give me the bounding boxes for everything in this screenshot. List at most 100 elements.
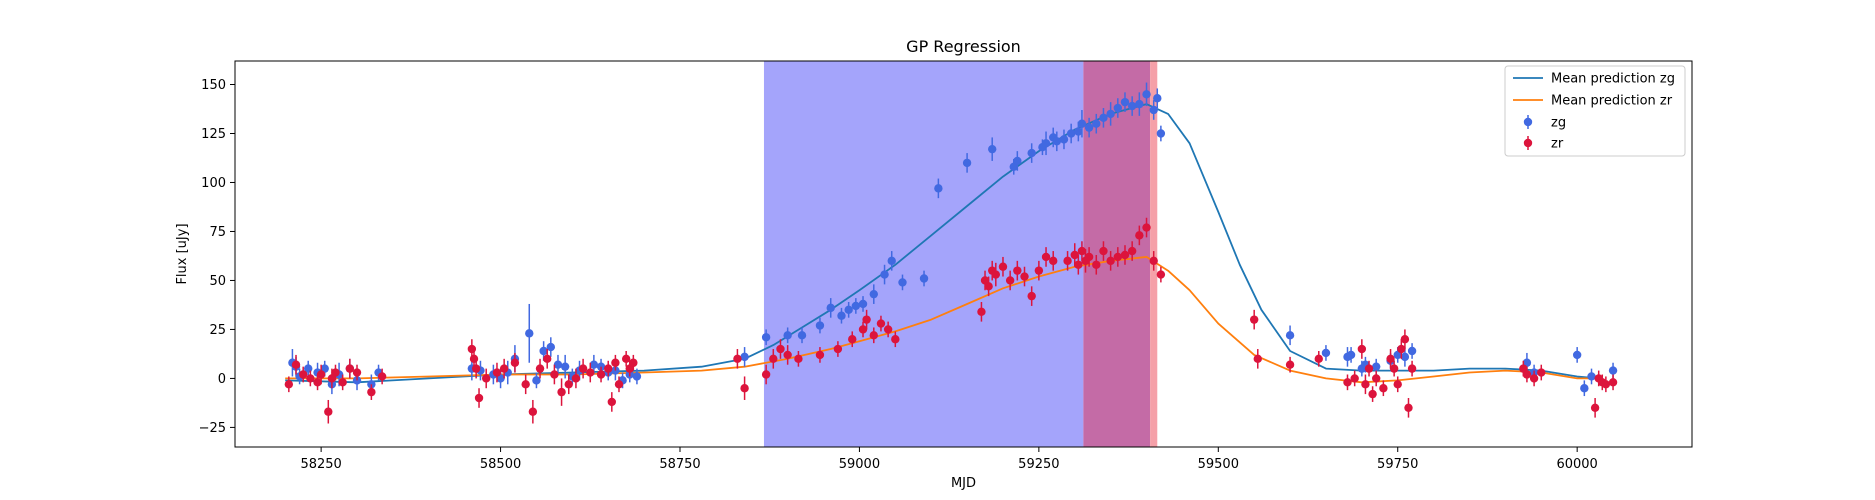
axes-frame: [234, 60, 1693, 448]
data-point: [467, 344, 477, 354]
data-point: [851, 301, 861, 311]
data-point: [1049, 256, 1058, 266]
data-point: [1285, 360, 1295, 369]
data-point: [876, 319, 886, 328]
data-point: [377, 372, 387, 381]
y-axis-label: Flux [uJy]: [175, 223, 190, 284]
data-point: [1285, 331, 1295, 340]
data-point: [1113, 252, 1123, 262]
data-point: [962, 158, 972, 168]
data-point: [869, 331, 878, 340]
data-point: [1013, 156, 1022, 166]
data-point: [550, 370, 559, 379]
legend-label-zr: zr: [1551, 137, 1564, 152]
data-point: [528, 407, 538, 416]
data-point: [1135, 231, 1144, 240]
data-point: [740, 384, 749, 393]
data-point: [539, 346, 548, 356]
data-point: [1027, 291, 1036, 301]
data-point: [1321, 348, 1331, 358]
data-point: [1371, 374, 1381, 383]
data-point: [984, 282, 993, 291]
data-point: [733, 354, 742, 364]
legend-box: [1504, 65, 1686, 157]
data-point: [1386, 354, 1395, 364]
x-tick-label: 59250: [1018, 457, 1059, 472]
data-point: [338, 378, 347, 387]
data-point: [1371, 362, 1381, 371]
data-point: [298, 370, 308, 379]
data-point: [1346, 350, 1356, 360]
x-tick-label: 59750: [1377, 457, 1418, 472]
data-point: [474, 393, 484, 403]
data-point: [614, 380, 624, 389]
data-point: [1063, 256, 1072, 266]
data-point: [535, 364, 545, 373]
data-point: [1066, 129, 1076, 138]
data-point: [1020, 272, 1029, 281]
data-point: [858, 299, 868, 309]
x-tick-label: 60000: [1556, 457, 1597, 472]
data-point: [761, 333, 771, 342]
data-point: [1400, 352, 1410, 362]
data-point: [833, 344, 843, 354]
y-tick-label: 25: [209, 323, 226, 338]
data-point: [1041, 139, 1051, 148]
data-point: [1077, 246, 1087, 256]
y-tick-label: 150: [201, 78, 226, 93]
x-tick-label: 58500: [480, 457, 521, 472]
data-point: [1590, 403, 1600, 413]
data-point: [1537, 368, 1546, 377]
data-points: [284, 82, 1618, 424]
data-point: [578, 364, 588, 373]
data-point: [621, 354, 631, 364]
data-point: [1070, 250, 1079, 260]
data-point: [1314, 354, 1323, 364]
data-point: [553, 360, 563, 369]
data-point: [560, 362, 570, 371]
data-point: [632, 372, 642, 381]
data-point: [1092, 260, 1101, 269]
data-point: [1522, 370, 1532, 379]
legend-marker: [1523, 138, 1533, 148]
data-point: [1404, 403, 1413, 413]
data-point: [1397, 344, 1406, 354]
data-point: [844, 305, 853, 315]
legend-swatch-zg: [1523, 115, 1533, 129]
data-point: [1407, 346, 1417, 356]
data-point: [564, 380, 573, 389]
data-point: [316, 370, 326, 379]
data-point: [1077, 119, 1087, 128]
data-point: [1013, 266, 1022, 275]
x-tick-label: 59000: [839, 457, 880, 472]
data-point: [1379, 384, 1388, 393]
data-point: [891, 335, 900, 344]
data-point: [589, 360, 599, 369]
data-point: [769, 354, 778, 364]
data-point: [794, 354, 803, 364]
data-point: [1153, 94, 1162, 103]
legend-label-zg: zg: [1551, 116, 1566, 131]
data-point: [586, 368, 595, 377]
chart-title: GP Regression: [906, 37, 1021, 56]
data-point: [1572, 350, 1582, 360]
data-point: [783, 350, 792, 360]
data-point: [1350, 374, 1359, 383]
data-point: [492, 368, 502, 377]
data-point: [1127, 101, 1137, 111]
data-point: [858, 325, 868, 334]
x-tick-label: 58750: [659, 457, 700, 472]
data-point: [532, 376, 541, 385]
data-point: [525, 329, 534, 338]
x-tick-label: 58250: [300, 457, 341, 472]
y-tick-label: −25: [199, 421, 226, 436]
data-point: [887, 256, 896, 266]
data-point: [1113, 103, 1123, 113]
legend-marker: [1523, 117, 1533, 127]
data-point: [1120, 250, 1130, 260]
data-point: [761, 370, 771, 379]
data-point: [1127, 246, 1137, 256]
data-point: [482, 374, 491, 383]
data-point: [1106, 256, 1115, 266]
